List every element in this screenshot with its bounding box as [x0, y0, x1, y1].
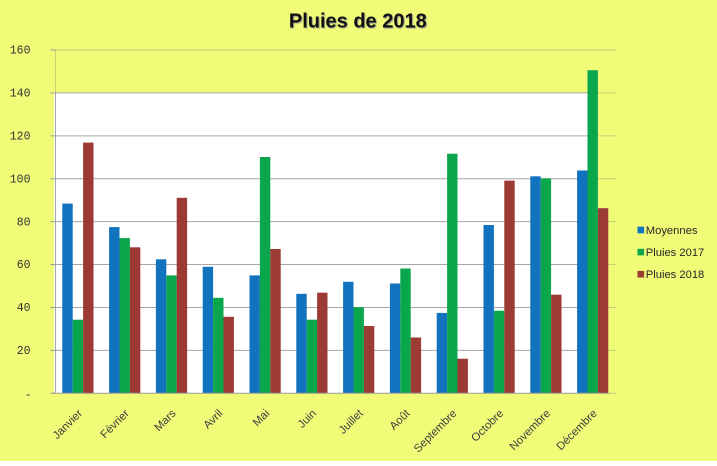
svg-text:40: 40	[17, 302, 31, 315]
svg-text:100: 100	[10, 173, 31, 186]
svg-text:Pluies 2018: Pluies 2018	[646, 269, 704, 281]
svg-text:120: 120	[10, 130, 31, 143]
svg-text:-: -	[25, 389, 32, 402]
svg-text:140: 140	[10, 88, 31, 101]
svg-text:160: 160	[10, 45, 31, 58]
svg-text:Pluies 2017: Pluies 2017	[646, 247, 704, 259]
svg-text:Moyennes: Moyennes	[646, 225, 698, 237]
svg-text:80: 80	[17, 216, 31, 229]
svg-text:60: 60	[17, 259, 31, 272]
svg-text:20: 20	[17, 345, 31, 358]
svg-text:Pluies de 2018: Pluies de 2018	[289, 10, 427, 32]
